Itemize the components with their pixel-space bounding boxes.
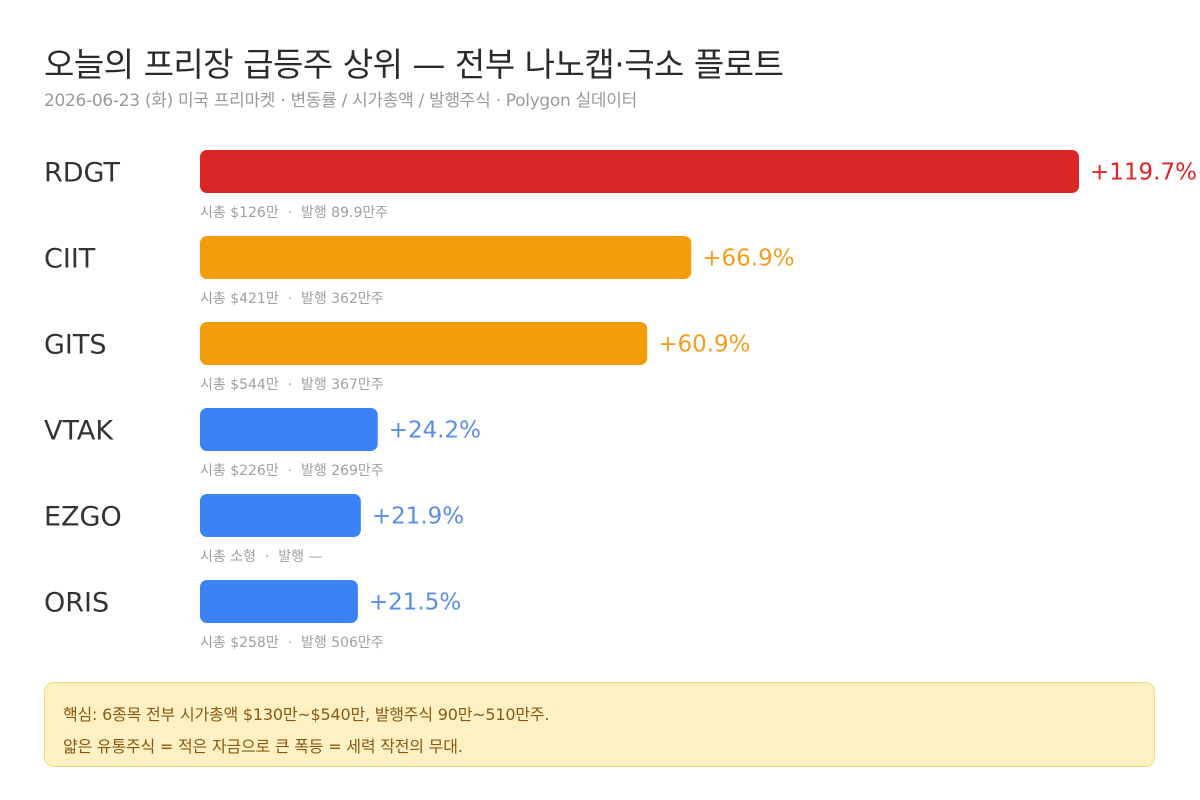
meta-label-oris: 시총 $258만 · 발행 506만주 <box>200 635 384 651</box>
ticker-label-vtak: VTAK <box>44 416 114 447</box>
chart-title: 오늘의 프리장 급등주 상위 — 전부 나노캡·극소 플로트 <box>44 45 784 84</box>
bar-oris <box>200 580 358 623</box>
insight-note-line-1: 핵심: 6종목 전부 시가총액 $130만~$540만, 발행주식 90만~51… <box>63 705 550 724</box>
ticker-label-ezgo: EZGO <box>44 502 122 533</box>
ticker-label-ciit: CIIT <box>44 244 96 275</box>
insight-note: 핵심: 6종목 전부 시가총액 $130만~$540만, 발행주식 90만~51… <box>44 682 1155 767</box>
bar-ciit <box>200 236 692 279</box>
value-label-gits: +60.9% <box>658 332 750 358</box>
ticker-label-oris: ORIS <box>44 588 109 619</box>
value-label-rdgt: +119.7% <box>1090 160 1197 186</box>
bar-ezgo <box>200 494 361 537</box>
meta-label-ezgo: 시총 소형 · 발행 — <box>200 549 322 565</box>
insight-note-line-2: 얇은 유통주식 = 적은 자금으로 큰 폭등 = 세력 작전의 무대. <box>63 737 463 756</box>
meta-label-gits: 시총 $544만 · 발행 367만주 <box>200 377 384 393</box>
bar-vtak <box>200 408 378 451</box>
value-label-vtak: +24.2% <box>389 418 481 444</box>
ticker-label-rdgt: RDGT <box>44 158 121 189</box>
value-label-ciit: +66.9% <box>702 246 794 272</box>
meta-label-vtak: 시총 $226만 · 발행 269만주 <box>200 463 384 479</box>
bar-chart: RDGT +119.7% 시총 $126만 · 발행 89.9만주 CIIT +66.9… <box>44 150 1197 651</box>
ticker-label-gits: GITS <box>44 330 107 361</box>
value-label-oris: +21.5% <box>369 590 461 616</box>
bar-rdgt <box>200 150 1079 193</box>
meta-label-ciit: 시총 $421만 · 발행 362만주 <box>200 291 384 307</box>
bar-gits <box>200 322 648 365</box>
chart-subtitle: 2026-06-23 (화) 미국 프리마켓 · 변동률 / 시가총액 / 발행… <box>44 91 637 111</box>
value-label-ezgo: +21.9% <box>372 504 464 530</box>
meta-label-rdgt: 시총 $126만 · 발행 89.9만주 <box>200 205 388 221</box>
